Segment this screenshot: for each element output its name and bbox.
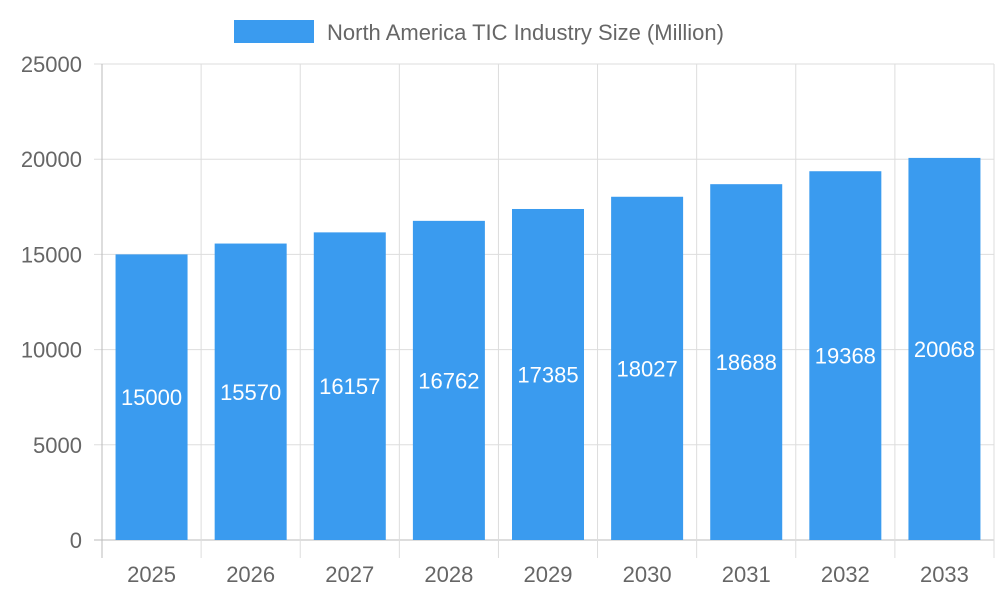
data-label: 16762 (418, 368, 479, 393)
y-tick-label: 20000 (21, 147, 82, 172)
legend: North America TIC Industry Size (Million… (234, 20, 724, 45)
data-label: 18688 (716, 350, 777, 375)
bar (710, 184, 783, 540)
y-tick-label: 25000 (21, 52, 82, 77)
bar (611, 196, 684, 540)
bar (809, 171, 882, 540)
bar (512, 208, 584, 540)
data-label: 20068 (914, 337, 975, 362)
x-tick-label: 2033 (920, 562, 969, 587)
x-tick-label: 2026 (226, 562, 275, 587)
y-tick-label: 15000 (21, 242, 82, 267)
y-tick-label: 0 (70, 528, 82, 553)
y-tick-label: 10000 (21, 338, 82, 363)
grid (94, 63, 995, 558)
x-tick-label: 2027 (325, 562, 374, 587)
legend-swatch (234, 20, 314, 43)
bar (214, 243, 287, 541)
data-label: 15000 (121, 385, 182, 410)
bar (412, 220, 485, 541)
bar (313, 232, 386, 540)
x-tick-label: 2025 (127, 562, 176, 587)
x-tick-label: 2032 (821, 562, 870, 587)
data-label: 18027 (617, 356, 678, 381)
data-label: 16157 (319, 374, 380, 399)
data-label: 19368 (815, 344, 876, 369)
data-label: 15570 (220, 380, 281, 405)
data-label: 17385 (517, 362, 578, 387)
bars: 15000 15570 16157 16762 17385 18027 18688 19368… (115, 157, 981, 541)
bar (908, 157, 981, 540)
bar (115, 254, 188, 540)
x-tick-label: 2030 (623, 562, 672, 587)
axes: 0 5000 10000 15000 20000 25000 2025 2026 2027 202… (21, 52, 969, 587)
x-tick-label: 2031 (722, 562, 771, 587)
x-tick-label: 2028 (424, 562, 473, 587)
x-tick-label: 2029 (524, 562, 573, 587)
y-tick-label: 5000 (33, 433, 82, 458)
legend-label: North America TIC Industry Size (Million… (327, 20, 724, 45)
